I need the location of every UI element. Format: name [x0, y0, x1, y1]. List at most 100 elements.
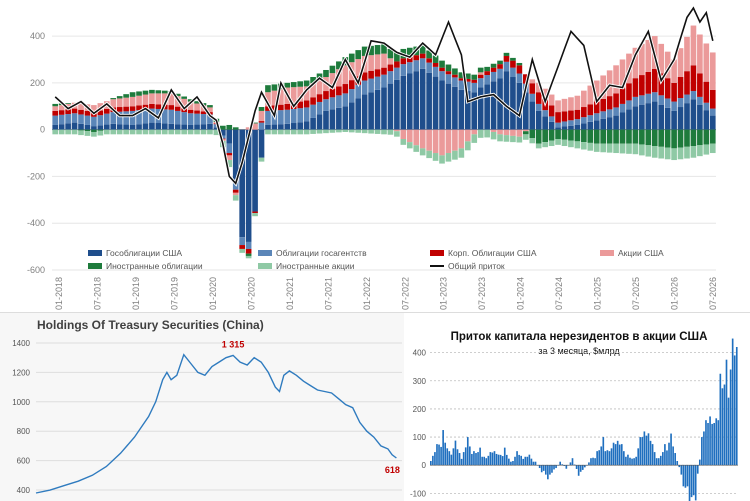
- inflow-bar: [440, 447, 442, 465]
- bar-equity_us: [149, 93, 155, 104]
- bar-corp: [149, 104, 155, 109]
- bar-treasury: [678, 107, 684, 130]
- inflow-bar: [549, 465, 551, 474]
- bar-equity_us: [136, 96, 142, 106]
- x-tick-label: 01-2024: [516, 277, 526, 310]
- x-tick-label: 07-2025: [631, 277, 641, 310]
- bar-corp: [452, 75, 458, 78]
- bar-corp: [684, 71, 690, 94]
- inflow-bar: [578, 465, 580, 476]
- inflow-bar: [559, 462, 561, 466]
- bar-foreign_equity: [355, 130, 361, 133]
- y-tick-label: -100: [410, 489, 427, 498]
- bar-equity_us: [394, 130, 400, 132]
- x-tick-label: 07-2020: [246, 277, 256, 310]
- bar-agency: [600, 111, 606, 118]
- bar-agency: [297, 108, 303, 122]
- bar-foreign_bonds: [575, 130, 581, 142]
- bar-corp: [330, 89, 336, 98]
- legend-swatch: [88, 250, 102, 256]
- bar-foreign_bonds: [658, 130, 664, 147]
- inflow-bar: [687, 465, 689, 486]
- bar-foreign_equity: [484, 130, 490, 138]
- inflow-bar: [584, 465, 586, 467]
- inflow-bar: [444, 443, 446, 466]
- inflow-bar: [535, 462, 537, 466]
- bar-treasury: [149, 123, 155, 130]
- bar-foreign_bonds: [652, 130, 658, 146]
- bar-foreign_equity: [181, 130, 187, 135]
- bar-foreign_equity: [504, 135, 510, 142]
- bar-agency: [542, 110, 548, 116]
- x-tick-label: 07-2024: [554, 277, 564, 310]
- inflow-bar: [494, 451, 496, 465]
- bar-foreign_equity: [259, 158, 265, 162]
- bar-treasury: [510, 77, 516, 130]
- inflow-bar: [654, 452, 656, 465]
- bar-foreign_equity: [523, 134, 529, 139]
- inflow-bar: [633, 458, 635, 465]
- bar-foreign_equity: [704, 144, 710, 154]
- bar-foreign_bonds: [536, 130, 542, 144]
- inflow-bar: [734, 355, 736, 465]
- bar-agency: [645, 94, 651, 103]
- inflow-bar: [639, 437, 641, 465]
- bar-foreign_equity: [78, 130, 84, 135]
- y-tick-label: 800: [17, 427, 31, 436]
- bar-agency: [278, 110, 284, 124]
- inflow-bar: [483, 457, 485, 465]
- bar-treasury: [304, 121, 310, 129]
- bar-treasury: [600, 119, 606, 130]
- bar-corp: [342, 84, 348, 93]
- bar-agency: [639, 95, 645, 104]
- bar-equity_us: [342, 65, 348, 84]
- inflow-bar: [670, 434, 672, 466]
- bar-foreign_equity: [478, 130, 484, 138]
- bar-equity_us: [465, 130, 471, 142]
- legend-swatch: [88, 263, 102, 269]
- bar-foreign_equity: [594, 144, 600, 152]
- bar-treasury: [491, 81, 497, 129]
- bar-agency: [452, 77, 458, 86]
- bar-corp: [587, 104, 593, 115]
- legend-label: Облигации госагентств: [276, 248, 367, 258]
- bar-treasury: [549, 122, 555, 130]
- bar-foreign_equity: [607, 144, 613, 153]
- inflow-bar: [656, 458, 658, 465]
- y-tick-label: 200: [413, 405, 427, 414]
- bar-foreign_equity: [426, 151, 432, 158]
- bar-agency: [497, 69, 503, 78]
- bar-treasury: [291, 123, 297, 130]
- bar-equity_us: [413, 130, 419, 146]
- bar-treasury: [59, 124, 65, 129]
- bar-treasury: [104, 125, 110, 130]
- x-tick-label: 07-2026: [708, 277, 718, 310]
- bar-agency: [239, 237, 245, 245]
- inflow-bar: [467, 437, 469, 465]
- bar-treasury: [478, 88, 484, 130]
- bar-foreign_bonds: [562, 130, 568, 140]
- bar-treasury: [587, 122, 593, 130]
- bar-corp: [620, 88, 626, 104]
- inflow-bar: [711, 424, 713, 465]
- bar-treasury: [710, 116, 716, 130]
- legend-swatch: [258, 250, 272, 256]
- bar-equity_us: [710, 52, 716, 89]
- bar-foreign_equity: [162, 130, 168, 135]
- bar-agency: [491, 72, 497, 81]
- bar-equity_us: [478, 72, 484, 74]
- inflow-bar: [681, 465, 683, 474]
- bar-foreign_bonds: [272, 84, 278, 90]
- legend-swatch: [258, 263, 272, 269]
- bar-corp: [78, 110, 84, 115]
- legend-label: Иностранные облигации: [106, 261, 203, 271]
- bar-corp: [117, 107, 123, 112]
- inflow-bar: [582, 465, 584, 470]
- bar-foreign_equity: [407, 142, 413, 148]
- bar-agency: [426, 63, 432, 73]
- x-tick-label: 01-2026: [670, 277, 680, 310]
- x-tick-label: 07-2023: [477, 277, 487, 310]
- chart-title: Приток капитала нерезидентов в акции США: [451, 331, 708, 343]
- bar-treasury: [181, 125, 187, 130]
- bar-treasury: [123, 125, 129, 130]
